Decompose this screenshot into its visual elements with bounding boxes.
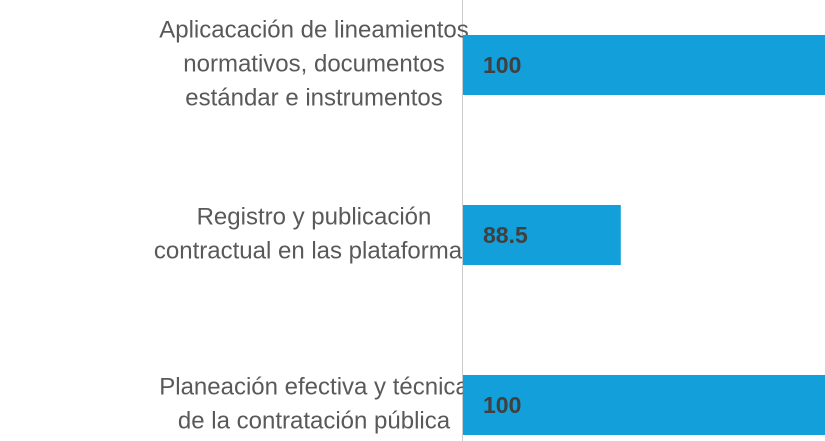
category-label: de la contratación pública [178, 407, 451, 434]
category-label: Planeación efectiva y técnica [159, 373, 469, 400]
category-label: Registro y publicación [197, 203, 432, 230]
bar [463, 35, 825, 95]
bar [463, 375, 825, 435]
value-label: 100 [483, 392, 521, 418]
bar [463, 205, 621, 265]
category-label: Aplicacación de lineamientos [159, 16, 469, 43]
value-label: 88.5 [483, 222, 528, 248]
category-label: normativos, documentos [183, 50, 444, 77]
value-label: 100 [483, 52, 521, 78]
category-label: estándar e instrumentos [185, 84, 442, 111]
category-label: contractual en las plataformas [154, 237, 474, 264]
